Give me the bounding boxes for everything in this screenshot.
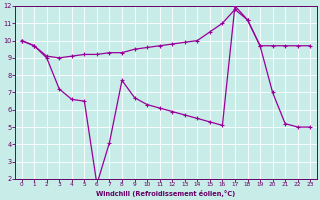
X-axis label: Windchill (Refroidissement éolien,°C): Windchill (Refroidissement éolien,°C) [96, 190, 236, 197]
